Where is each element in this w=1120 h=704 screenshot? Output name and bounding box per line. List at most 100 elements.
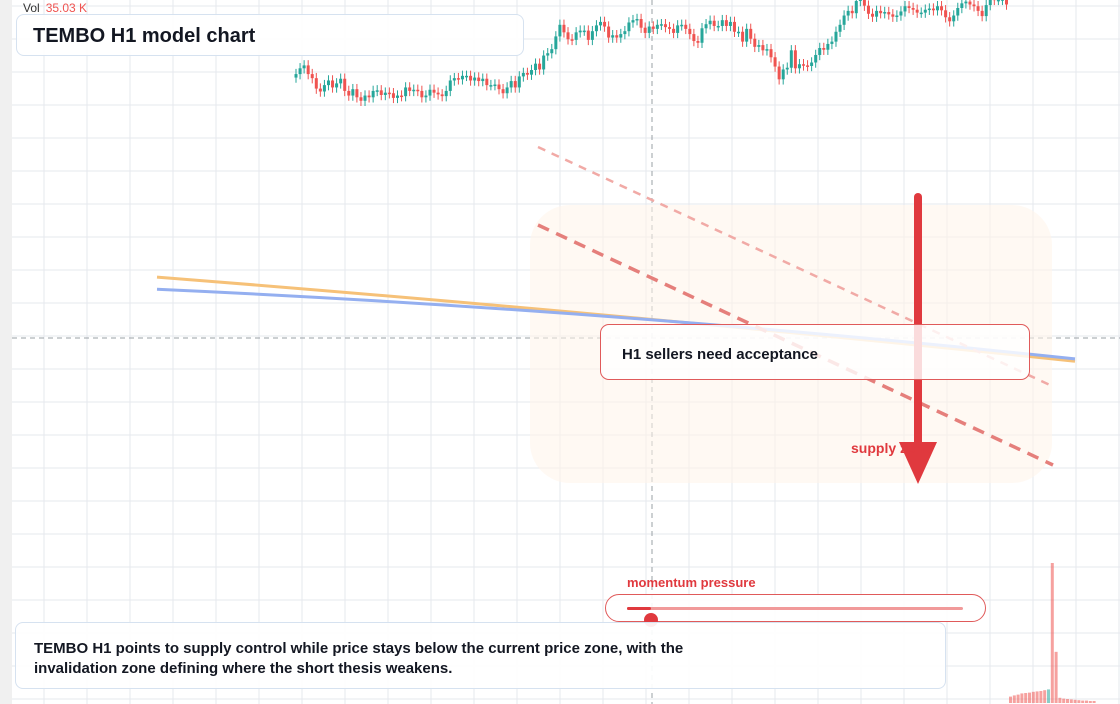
candle — [383, 87, 387, 101]
candle — [806, 60, 810, 72]
candle — [862, 0, 866, 11]
candle — [367, 90, 371, 103]
candle — [753, 33, 757, 53]
volume-bar — [1028, 692, 1031, 703]
callout-box: H1 sellers need acceptance — [600, 324, 1030, 380]
candle — [960, 0, 964, 14]
candles — [294, 0, 1008, 106]
candle — [728, 16, 732, 32]
volume-readout: Vol 35.03 K — [23, 1, 87, 15]
candle — [335, 78, 339, 93]
candle — [773, 52, 777, 72]
candle — [988, 0, 992, 11]
candle — [623, 25, 627, 40]
candle — [339, 73, 343, 89]
candle — [643, 22, 647, 39]
candle — [875, 5, 879, 22]
candle — [456, 72, 460, 85]
candle — [607, 21, 611, 43]
candle — [489, 79, 493, 91]
candle — [326, 75, 330, 91]
candle — [935, 1, 939, 16]
candle — [363, 90, 367, 106]
candle — [696, 35, 700, 48]
candle — [314, 72, 318, 94]
candle — [785, 62, 789, 75]
candle — [668, 21, 672, 35]
candle — [497, 79, 501, 95]
volume-bar — [1024, 693, 1028, 703]
candle — [302, 60, 306, 74]
candle — [745, 23, 749, 47]
candle — [915, 4, 919, 18]
volume-bar — [1077, 700, 1081, 703]
candle — [639, 13, 643, 33]
candle — [907, 1, 911, 14]
candle — [980, 5, 984, 22]
supply-zone-label: supply zone — [851, 440, 932, 456]
candle — [412, 84, 416, 97]
volume-bar — [1088, 701, 1092, 703]
analysis-text: TEMBO H1 points to supply control while … — [34, 640, 684, 677]
candle — [927, 3, 931, 15]
candle — [509, 75, 513, 93]
candle — [582, 25, 586, 36]
candle — [720, 14, 724, 32]
candle — [493, 79, 497, 91]
candle — [741, 26, 745, 47]
volume-bar — [1054, 651, 1058, 703]
candle — [850, 5, 854, 19]
candle — [343, 73, 347, 97]
candle — [546, 48, 550, 61]
candle — [810, 57, 814, 72]
candle — [737, 26, 741, 37]
candle — [972, 0, 976, 12]
candle — [866, 0, 870, 19]
candle — [477, 72, 481, 87]
volume-bar — [1031, 691, 1035, 703]
candle — [529, 64, 533, 80]
volume-bar — [1062, 698, 1066, 703]
candle — [391, 88, 395, 104]
candle — [871, 8, 875, 22]
candle — [521, 67, 525, 82]
chart-title-box: TEMBO H1 model chart — [16, 14, 524, 56]
candle — [599, 16, 602, 31]
candle — [651, 21, 655, 35]
candle — [818, 42, 822, 61]
candle — [318, 83, 322, 97]
candle — [680, 19, 684, 31]
candle — [424, 90, 428, 103]
volume-bar — [1073, 699, 1077, 703]
volume-bar — [1020, 693, 1024, 703]
candle — [448, 75, 452, 97]
volume-bar — [1050, 563, 1054, 703]
candle — [672, 23, 676, 39]
analysis-note: TEMBO H1 points to supply control while … — [15, 622, 946, 689]
candle — [814, 49, 818, 68]
candle — [570, 34, 574, 46]
candle — [635, 13, 639, 26]
candle — [732, 16, 736, 37]
candle — [692, 28, 696, 47]
momentum-slider[interactable] — [605, 594, 986, 627]
candle — [887, 6, 891, 20]
candle — [781, 64, 785, 85]
volume-bar — [1058, 697, 1062, 703]
candle — [550, 43, 554, 59]
candle — [562, 19, 566, 38]
candle — [387, 87, 391, 99]
candle — [505, 82, 509, 99]
volume-bar — [1012, 695, 1016, 703]
candle — [574, 27, 578, 46]
candle — [802, 59, 805, 71]
chart-title: TEMBO H1 model chart — [33, 25, 256, 47]
candle — [298, 63, 302, 80]
candle — [627, 17, 631, 37]
candle — [899, 6, 903, 21]
candle — [992, 0, 996, 6]
candle — [322, 79, 326, 97]
candle — [1005, 0, 1008, 10]
candle — [485, 73, 489, 91]
candle — [931, 3, 935, 16]
